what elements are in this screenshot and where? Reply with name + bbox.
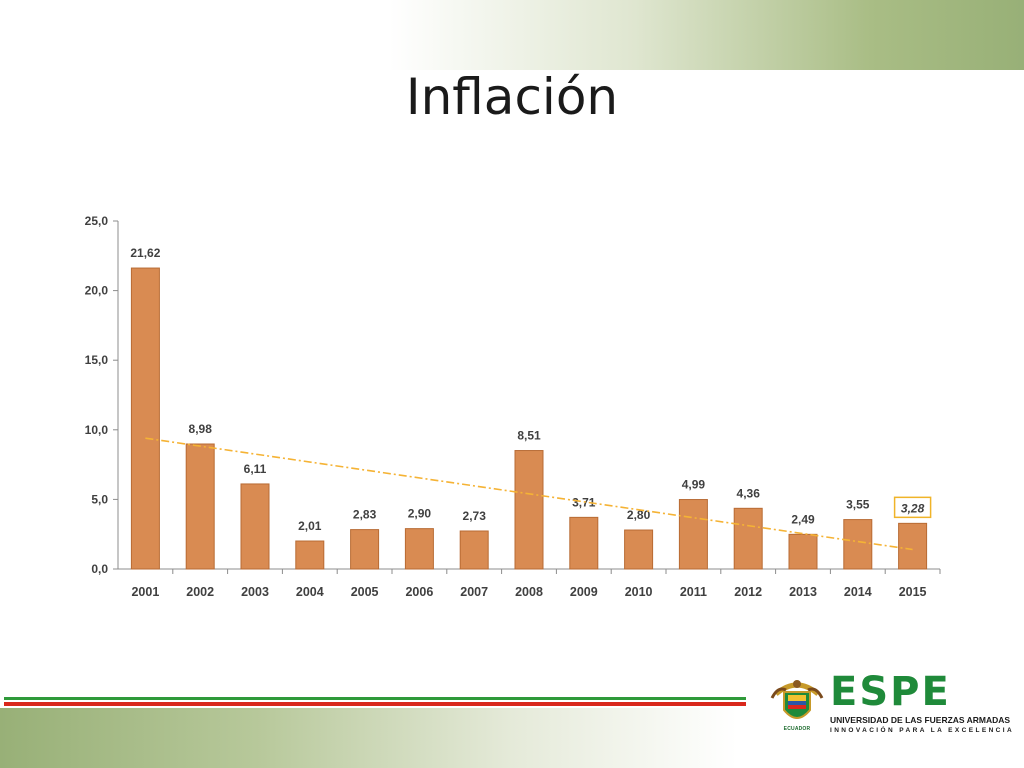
y-tick-label: 5,0 bbox=[91, 492, 108, 506]
x-tick-label: 2012 bbox=[734, 585, 762, 599]
data-label-2011: 4,99 bbox=[682, 478, 706, 492]
x-tick-label: 2015 bbox=[899, 585, 927, 599]
bar-2010 bbox=[624, 529, 654, 570]
bar-2001 bbox=[130, 267, 160, 570]
x-tick-label: 2005 bbox=[351, 585, 379, 599]
y-tick-label: 10,0 bbox=[85, 423, 109, 437]
x-tick-label: 2002 bbox=[186, 585, 214, 599]
x-tick-label: 2010 bbox=[625, 585, 653, 599]
x-tick-label: 2006 bbox=[405, 585, 433, 599]
data-label-2014: 3,55 bbox=[846, 498, 870, 512]
inflation-bar-chart: 0,0 5,0 10,0 15,0 20,0 25,0 2001 21,62 2002 8,98 2… bbox=[85, 214, 941, 599]
espe-logo: ECUADOR ESPE UNIVERSIDAD DE LAS FUERZAS … bbox=[754, 664, 1016, 738]
data-label-2004: 2,01 bbox=[298, 519, 322, 533]
y-tick-label: 25,0 bbox=[85, 214, 109, 228]
bar-2015 bbox=[898, 522, 928, 570]
data-label-2001: 21,62 bbox=[130, 246, 160, 260]
x-tick-label: 2009 bbox=[570, 585, 598, 599]
data-label-2015: 3,28 bbox=[901, 501, 925, 515]
data-label-2013: 2,49 bbox=[791, 512, 815, 526]
bar-2009 bbox=[569, 516, 599, 570]
bar-2013 bbox=[788, 533, 818, 570]
bar-2003 bbox=[240, 483, 270, 570]
bar-2012 bbox=[733, 507, 763, 570]
bar-2014 bbox=[843, 519, 873, 570]
bar-2011 bbox=[678, 499, 708, 570]
bar-2007 bbox=[459, 530, 489, 570]
seal-caption: ECUADOR bbox=[783, 726, 811, 732]
espe-wordmark: ESPE bbox=[830, 669, 951, 715]
data-label-2005: 2,83 bbox=[353, 508, 377, 522]
x-tick-label: 2004 bbox=[296, 585, 324, 599]
x-tick-label: 2003 bbox=[241, 585, 269, 599]
bar-2008 bbox=[514, 450, 544, 570]
x-tick-label: 2013 bbox=[789, 585, 817, 599]
university-name: UNIVERSIDAD DE LAS FUERZAS ARMADAS bbox=[830, 715, 1011, 725]
espe-seal-icon bbox=[770, 680, 824, 719]
x-tick-label: 2011 bbox=[680, 585, 707, 599]
data-label-2008: 8,51 bbox=[517, 429, 541, 443]
y-tick-label: 15,0 bbox=[85, 353, 109, 367]
slide-title: Inflación bbox=[405, 68, 619, 126]
bar-2006 bbox=[404, 528, 434, 570]
footer-stripe-green bbox=[4, 697, 746, 700]
x-tick-label: 2014 bbox=[844, 585, 872, 599]
trend-line bbox=[145, 437, 913, 551]
data-label-2006: 2,90 bbox=[408, 507, 432, 521]
university-motto: INNOVACIÓN PARA LA EXCELENCIA bbox=[830, 727, 1015, 734]
data-label-2003: 6,11 bbox=[244, 462, 267, 476]
data-label-2007: 2,73 bbox=[463, 509, 487, 523]
x-tick-label: 2007 bbox=[460, 585, 488, 599]
x-tick-label: 2008 bbox=[515, 585, 543, 599]
data-label-2010: 2,80 bbox=[627, 508, 651, 522]
header-band bbox=[0, 0, 1024, 70]
x-tick-label: 2001 bbox=[131, 585, 159, 599]
y-tick-label: 20,0 bbox=[85, 284, 109, 298]
bar-2005 bbox=[350, 529, 380, 570]
bar-2002 bbox=[185, 443, 215, 570]
data-label-2012: 4,36 bbox=[737, 486, 761, 500]
data-label-2002: 8,98 bbox=[189, 422, 213, 436]
footer-stripe-red bbox=[4, 702, 746, 706]
bar-2004 bbox=[295, 540, 325, 570]
highlight-box bbox=[893, 496, 932, 519]
y-tick-label: 0,0 bbox=[91, 562, 108, 576]
